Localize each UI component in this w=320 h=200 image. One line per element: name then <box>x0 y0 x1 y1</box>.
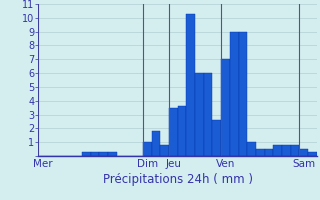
Bar <box>82 152 91 156</box>
Bar <box>91 152 99 156</box>
Bar <box>186 14 195 156</box>
X-axis label: Précipitations 24h ( mm ): Précipitations 24h ( mm ) <box>103 173 252 186</box>
Bar <box>169 108 178 156</box>
Bar <box>99 152 108 156</box>
Bar <box>178 106 186 156</box>
Bar <box>151 131 160 156</box>
Bar <box>108 152 117 156</box>
Bar <box>160 145 169 156</box>
Bar <box>265 149 273 156</box>
Bar <box>300 149 308 156</box>
Bar <box>256 149 265 156</box>
Bar <box>308 152 317 156</box>
Bar <box>282 145 291 156</box>
Bar <box>212 120 221 156</box>
Bar <box>238 32 247 156</box>
Bar <box>291 145 300 156</box>
Bar <box>247 142 256 156</box>
Bar <box>195 73 204 156</box>
Bar <box>230 32 238 156</box>
Bar <box>143 142 151 156</box>
Bar <box>273 145 282 156</box>
Bar <box>221 59 230 156</box>
Bar <box>204 73 212 156</box>
